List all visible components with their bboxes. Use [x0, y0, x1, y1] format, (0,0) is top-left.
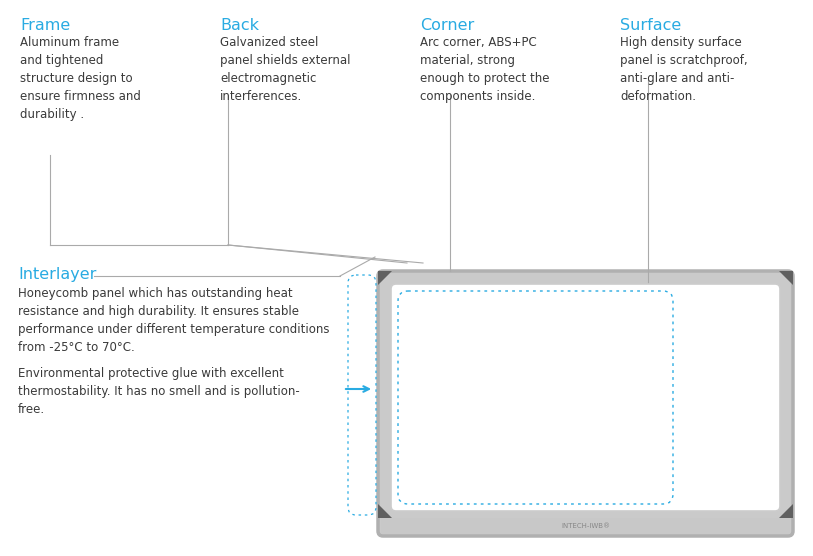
Polygon shape: [378, 504, 392, 518]
Polygon shape: [779, 504, 793, 518]
Text: Aluminum frame
and tightened
structure design to
ensure firmness and
durability : Aluminum frame and tightened structure d…: [20, 36, 141, 121]
Text: Frame: Frame: [20, 18, 70, 33]
Text: Galvanized steel
panel shields external
electromagnetic
interferences.: Galvanized steel panel shields external …: [220, 36, 350, 103]
Text: INTECH-IWB®: INTECH-IWB®: [561, 523, 610, 529]
FancyBboxPatch shape: [391, 284, 780, 511]
Text: Interlayer: Interlayer: [18, 267, 97, 282]
Text: Arc corner, ABS+PC
material, strong
enough to protect the
components inside.: Arc corner, ABS+PC material, strong enou…: [420, 36, 550, 103]
FancyBboxPatch shape: [378, 271, 793, 536]
Text: Corner: Corner: [420, 18, 474, 33]
Polygon shape: [378, 271, 392, 285]
Text: High density surface
panel is scratchproof,
anti-glare and anti-
deformation.: High density surface panel is scratchpro…: [620, 36, 748, 103]
Text: Back: Back: [220, 18, 259, 33]
Text: Environmental protective glue with excellent
thermostability. It has no smell an: Environmental protective glue with excel…: [18, 367, 300, 416]
Bar: [381, 518, 790, 534]
Text: Surface: Surface: [620, 18, 681, 33]
Text: Honeycomb panel which has outstanding heat
resistance and high durability. It en: Honeycomb panel which has outstanding he…: [18, 287, 329, 354]
Polygon shape: [779, 271, 793, 285]
